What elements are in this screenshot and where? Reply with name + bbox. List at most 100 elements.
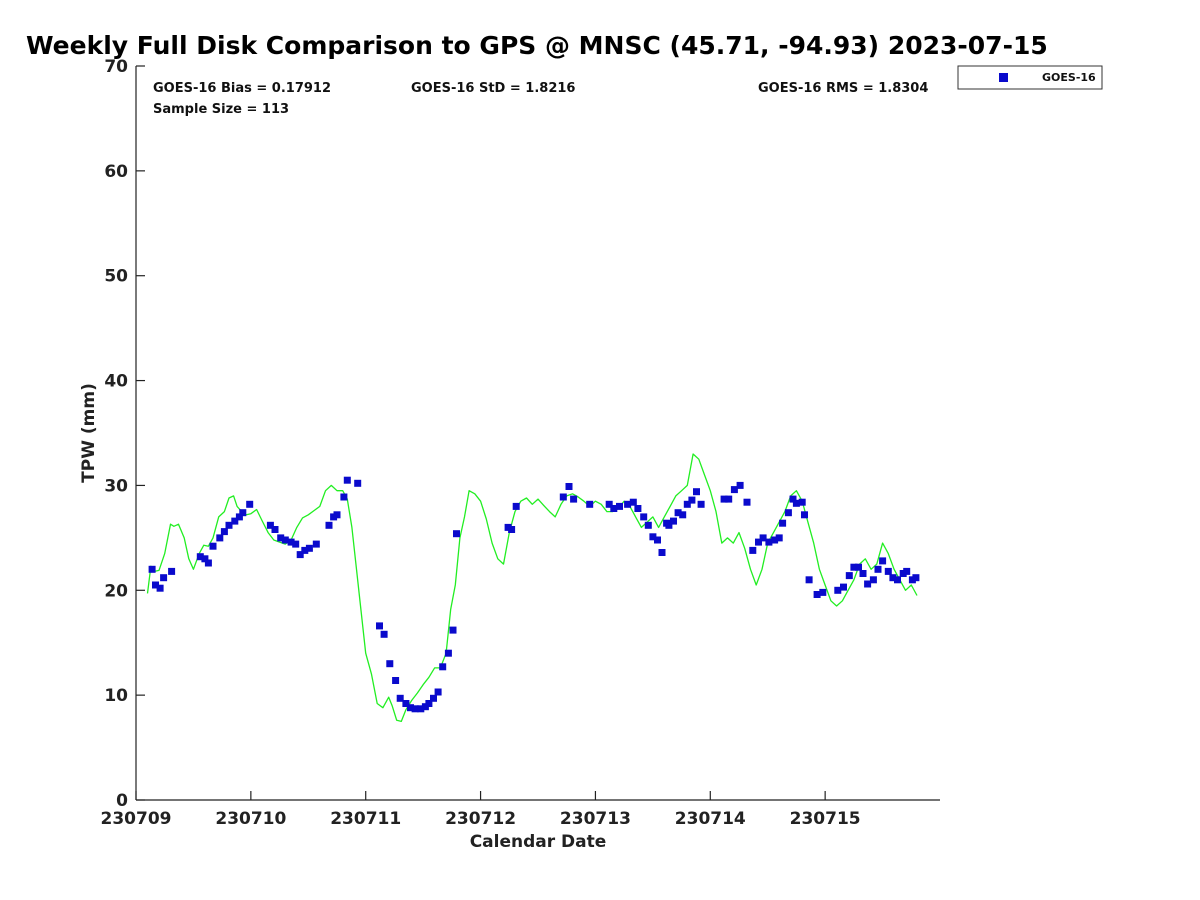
goes16-data-point: [610, 505, 618, 512]
goes16-data-point: [644, 521, 652, 529]
goes16-data-point: [624, 500, 632, 508]
goes16-data-point: [634, 505, 642, 512]
goes16-data-point: [239, 509, 247, 517]
stat-bias: GOES-16 Bias = 0.17912: [153, 81, 331, 96]
goes16-data-point: [779, 519, 787, 527]
goes16-data-point: [444, 649, 452, 657]
goes16-data-point: [301, 546, 309, 554]
goes16-data-point: [674, 509, 682, 517]
goes16-data-point: [439, 663, 447, 671]
goes16-data-point: [749, 546, 757, 554]
goes16-data-point: [759, 534, 767, 542]
goes16-data-point: [231, 517, 239, 525]
goes16-data-point: [670, 517, 677, 525]
x-tick-label: 230712: [445, 809, 516, 829]
x-tick-label: 230715: [790, 809, 861, 829]
goes16-data-point: [792, 499, 800, 507]
goes16-data-point: [204, 559, 212, 567]
goes16-data-point: [380, 630, 388, 638]
x-tick-label: 230714: [675, 809, 746, 829]
goes16-data-point: [376, 622, 383, 630]
goes16-data-point: [755, 538, 762, 546]
x-ticks: 230709 230710 230711 230712 230713 230714 2307…: [101, 791, 861, 829]
goes16-data-point: [864, 580, 872, 588]
goes16-data-point: [616, 502, 623, 510]
goes16-data-point: [658, 549, 666, 556]
legend-box: [957, 65, 1103, 90]
goes16-data-point: [683, 500, 691, 508]
goes16-data-point: [430, 694, 437, 702]
goes16-data-point: [629, 498, 637, 506]
goes16-data-point: [160, 574, 168, 582]
stat-rms: GOES-16 RMS = 1.8304: [758, 81, 928, 96]
goes16-data-point: [168, 567, 176, 575]
goes16-data-point: [209, 542, 217, 550]
goes16-data-point: [605, 500, 613, 508]
goes16-data-point: [834, 586, 842, 594]
goes16-data-point: [771, 536, 779, 544]
goes16-data-point: [889, 574, 897, 582]
y-axis-label: TPW (mm): [79, 383, 99, 483]
goes16-data-point: [801, 511, 808, 519]
goes16-data-point: [813, 591, 821, 598]
y-tick-label: 20: [104, 581, 128, 601]
chart-title: Weekly Full Disk Comparison to GPS @ MNS…: [26, 31, 1048, 60]
goes16-data-point: [392, 677, 400, 684]
goes16-data-point: [679, 511, 687, 519]
goes16-data-point: [874, 565, 882, 573]
goes16-data-point: [665, 521, 673, 529]
goes16-data-point: [407, 704, 414, 712]
gps-series-line: [146, 453, 918, 723]
goes16-data-point: [640, 513, 648, 521]
y-tick-label: 10: [104, 686, 128, 706]
goes16-data-point: [845, 572, 853, 580]
goes16-data-point: [697, 500, 705, 508]
goes16-data-point: [354, 479, 362, 487]
goes16-data-point: [312, 540, 320, 548]
goes16-data-point: [879, 557, 887, 565]
goes16-data-point: [449, 626, 457, 634]
goes16-data-point: [855, 563, 862, 571]
y-tick-label: 50: [104, 267, 128, 287]
goes16-data-point: [789, 495, 797, 503]
goes16-data-point: [148, 565, 156, 573]
goes16-data-point: [271, 526, 279, 533]
goes16-data-point: [386, 660, 394, 668]
goes16-data-point: [196, 553, 204, 561]
goes16-data-point: [305, 544, 313, 552]
goes16-data-point: [570, 495, 578, 503]
y-tick-label: 70: [104, 57, 128, 77]
goes16-data-point: [725, 495, 733, 503]
goes16-data-point: [565, 483, 573, 490]
goes16-data-point: [508, 526, 516, 533]
x-tick-label: 230710: [215, 809, 286, 829]
stat-sample-size: Sample Size = 113: [153, 102, 289, 117]
goes16-data-point: [266, 521, 274, 529]
goes16-points-layer: [148, 476, 920, 713]
goes16-data-point: [654, 536, 661, 544]
goes16-data-point: [340, 493, 348, 501]
goes16-data-point: [343, 476, 351, 484]
goes16-data-point: [859, 570, 867, 577]
goes16-data-point: [850, 563, 858, 571]
legend: GOES-16: [957, 65, 1103, 90]
y-tick-label: 60: [104, 162, 128, 182]
y-tick-label: 40: [104, 372, 128, 392]
goes16-data-point: [884, 567, 892, 575]
y-tick-label: 0: [116, 791, 128, 811]
goes16-data-point: [396, 694, 404, 702]
goes16-data-point: [411, 705, 419, 713]
goes16-data-point: [798, 498, 806, 506]
goes16-data-point: [225, 521, 233, 529]
legend-label-goes16: GOES-16: [1042, 71, 1096, 84]
goes16-data-point: [730, 486, 738, 494]
goes16-data-point: [869, 576, 877, 584]
goes16-data-point: [417, 705, 425, 713]
goes16-data-point: [559, 493, 567, 501]
goes16-data-point: [453, 530, 460, 538]
goes16-data-point: [292, 540, 300, 548]
stat-std: GOES-16 StD = 1.8216: [411, 81, 575, 96]
x-axis-label: Calendar Date: [470, 832, 607, 852]
x-tick-label: 230711: [330, 809, 401, 829]
goes16-data-point: [765, 538, 773, 546]
